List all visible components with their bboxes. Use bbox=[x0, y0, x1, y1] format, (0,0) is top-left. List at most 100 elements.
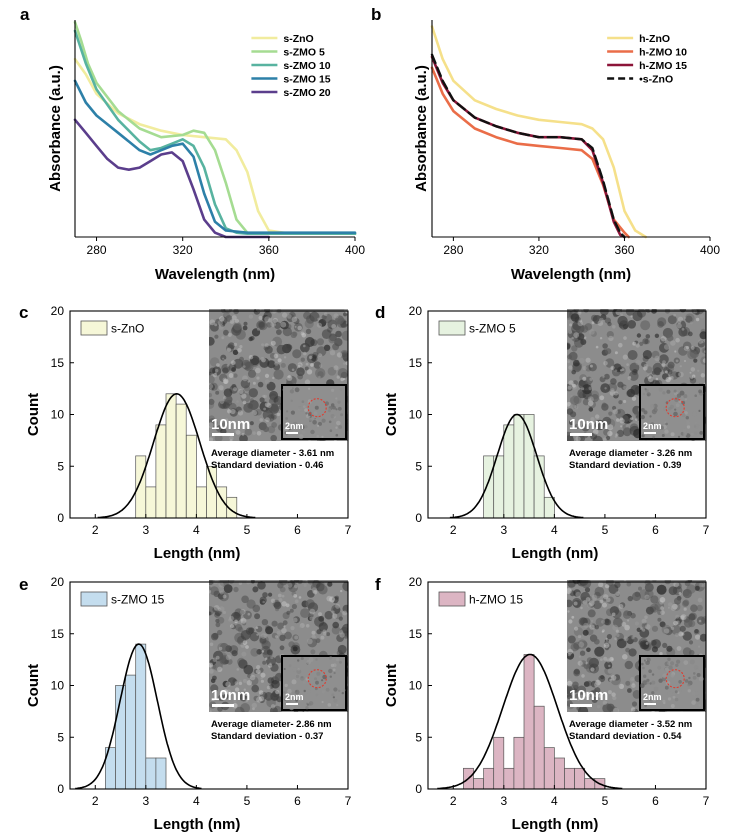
tem-particle bbox=[601, 402, 607, 408]
tem-inset-noise bbox=[285, 421, 290, 426]
y-tick-label-e: 0 bbox=[57, 782, 64, 796]
tem-particle bbox=[258, 321, 268, 331]
tem-inset-f: 2nm bbox=[639, 655, 705, 711]
tem-particle bbox=[310, 339, 318, 347]
tem-noise bbox=[281, 312, 288, 318]
x-tick-label-d: 7 bbox=[703, 523, 710, 537]
tem-particle bbox=[588, 407, 594, 412]
tem-particle bbox=[666, 645, 673, 652]
tem-noise bbox=[590, 619, 594, 623]
tem-particle bbox=[633, 369, 638, 374]
tem-particle bbox=[694, 629, 699, 634]
tem-noise bbox=[659, 371, 663, 375]
tem-inset-noise bbox=[685, 416, 689, 420]
tem-particle bbox=[579, 391, 586, 398]
tem-image-c bbox=[209, 309, 348, 441]
tem-noise bbox=[276, 630, 281, 635]
tem-noise bbox=[613, 707, 619, 712]
tem-particle bbox=[209, 398, 215, 405]
tem-inset-scale-label-f: 2nm bbox=[643, 692, 662, 702]
tem-noise bbox=[294, 635, 299, 640]
tem-noise bbox=[264, 343, 269, 348]
tem-particle bbox=[694, 585, 700, 591]
tem-inset-noise bbox=[314, 405, 319, 410]
tem-noise bbox=[335, 603, 341, 609]
tem-particle bbox=[666, 334, 674, 342]
tem-particle bbox=[244, 361, 254, 372]
tem-noise bbox=[644, 594, 650, 600]
tem-noise bbox=[294, 584, 298, 589]
tem-noise bbox=[265, 417, 270, 423]
tem-particle bbox=[654, 333, 660, 338]
tem-noise bbox=[309, 355, 313, 360]
tem-noise bbox=[614, 391, 619, 396]
tem-particle bbox=[662, 642, 668, 649]
tem-noise bbox=[605, 424, 609, 428]
tem-inset-noise bbox=[648, 669, 652, 673]
tem-inset-noise bbox=[296, 669, 302, 674]
tem-noise bbox=[610, 388, 615, 393]
tem-noise bbox=[614, 351, 618, 355]
tem-noise bbox=[567, 360, 571, 364]
tem-particle bbox=[209, 375, 215, 384]
tem-inset-noise bbox=[672, 692, 676, 697]
tem-noise bbox=[621, 621, 627, 627]
panel-letter-e: e bbox=[19, 575, 28, 594]
tem-noise bbox=[623, 580, 627, 582]
tem-noise bbox=[618, 684, 621, 688]
tem-noise bbox=[608, 664, 611, 668]
tem-particle bbox=[266, 381, 276, 391]
tem-noise bbox=[701, 340, 704, 344]
tem-particle bbox=[586, 647, 591, 653]
tem-inset-noise bbox=[675, 663, 679, 667]
tem-noise bbox=[233, 342, 238, 347]
tem-particle bbox=[568, 351, 578, 361]
tem-particle bbox=[624, 660, 633, 670]
tem-noise bbox=[690, 375, 694, 379]
tem-inset-noise bbox=[335, 657, 340, 662]
x-tick-label-f: 6 bbox=[652, 794, 659, 808]
tem-particle bbox=[618, 400, 623, 405]
tem-inset-noise bbox=[339, 660, 342, 664]
tem-particle bbox=[582, 398, 590, 406]
tem-inset-noise bbox=[670, 432, 675, 437]
tem-inset-noise bbox=[304, 408, 308, 412]
tem-noise bbox=[598, 582, 604, 588]
tem-inset-noise bbox=[303, 689, 306, 693]
tem-inset-noise bbox=[287, 688, 292, 694]
tem-inset-scale-label-d: 2nm bbox=[643, 421, 662, 431]
tem-particle bbox=[570, 643, 579, 652]
tem-particle bbox=[679, 625, 686, 632]
tem-inset-noise bbox=[327, 703, 332, 707]
tem-noise bbox=[579, 319, 583, 323]
tem-inset-noise bbox=[658, 678, 663, 683]
tem-noise bbox=[264, 373, 270, 378]
tem-particle bbox=[626, 581, 632, 587]
tem-particle bbox=[223, 584, 233, 593]
tem-particle bbox=[280, 362, 286, 368]
tem-inset-noise bbox=[698, 409, 701, 412]
tem-particle bbox=[602, 343, 608, 349]
tem-noise bbox=[626, 363, 629, 366]
tem-inset-noise bbox=[650, 422, 655, 427]
tem-inset-noise bbox=[678, 387, 683, 391]
tem-noise bbox=[240, 618, 244, 622]
tem-noise bbox=[599, 395, 605, 401]
tem-noise bbox=[680, 614, 687, 621]
panel-letter-f: f bbox=[375, 575, 381, 594]
tem-particle bbox=[291, 603, 297, 610]
tem-particle bbox=[217, 706, 223, 712]
histogram-bar-d-1 bbox=[493, 455, 505, 519]
tem-inset-noise bbox=[305, 412, 308, 415]
tem-particle bbox=[668, 586, 678, 596]
tem-inset-noise bbox=[331, 693, 335, 697]
tem-inset-noise bbox=[670, 704, 675, 708]
tem-particle bbox=[235, 329, 246, 340]
tem-inset-noise bbox=[335, 433, 339, 437]
tem-noise bbox=[623, 385, 628, 390]
tem-noise bbox=[595, 414, 600, 419]
tem-noise bbox=[319, 364, 323, 368]
tem-noise bbox=[630, 707, 636, 712]
tem-inset-noise bbox=[652, 435, 655, 439]
tem-inset-noise bbox=[338, 425, 343, 429]
